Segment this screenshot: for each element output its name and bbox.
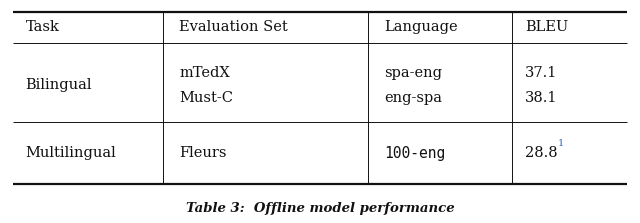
Text: Fleurs: Fleurs: [179, 146, 227, 160]
Text: Language: Language: [384, 21, 458, 35]
Text: Must-C: Must-C: [179, 91, 233, 105]
Text: BLEU: BLEU: [525, 21, 568, 35]
Text: spa-eng: spa-eng: [384, 66, 442, 80]
Text: 38.1: 38.1: [525, 91, 557, 105]
Text: 37.1: 37.1: [525, 66, 557, 80]
Text: Task: Task: [26, 21, 60, 35]
Text: 100-eng: 100-eng: [384, 146, 445, 161]
Text: mTedX: mTedX: [179, 66, 230, 80]
Text: Table 3:  Offline model performance: Table 3: Offline model performance: [186, 202, 454, 215]
Text: eng-spa: eng-spa: [384, 91, 442, 105]
Text: 1: 1: [558, 139, 564, 148]
Text: Bilingual: Bilingual: [26, 78, 92, 92]
Text: Multilingual: Multilingual: [26, 146, 116, 160]
Text: Evaluation Set: Evaluation Set: [179, 21, 288, 35]
Text: 28.8: 28.8: [525, 146, 557, 160]
